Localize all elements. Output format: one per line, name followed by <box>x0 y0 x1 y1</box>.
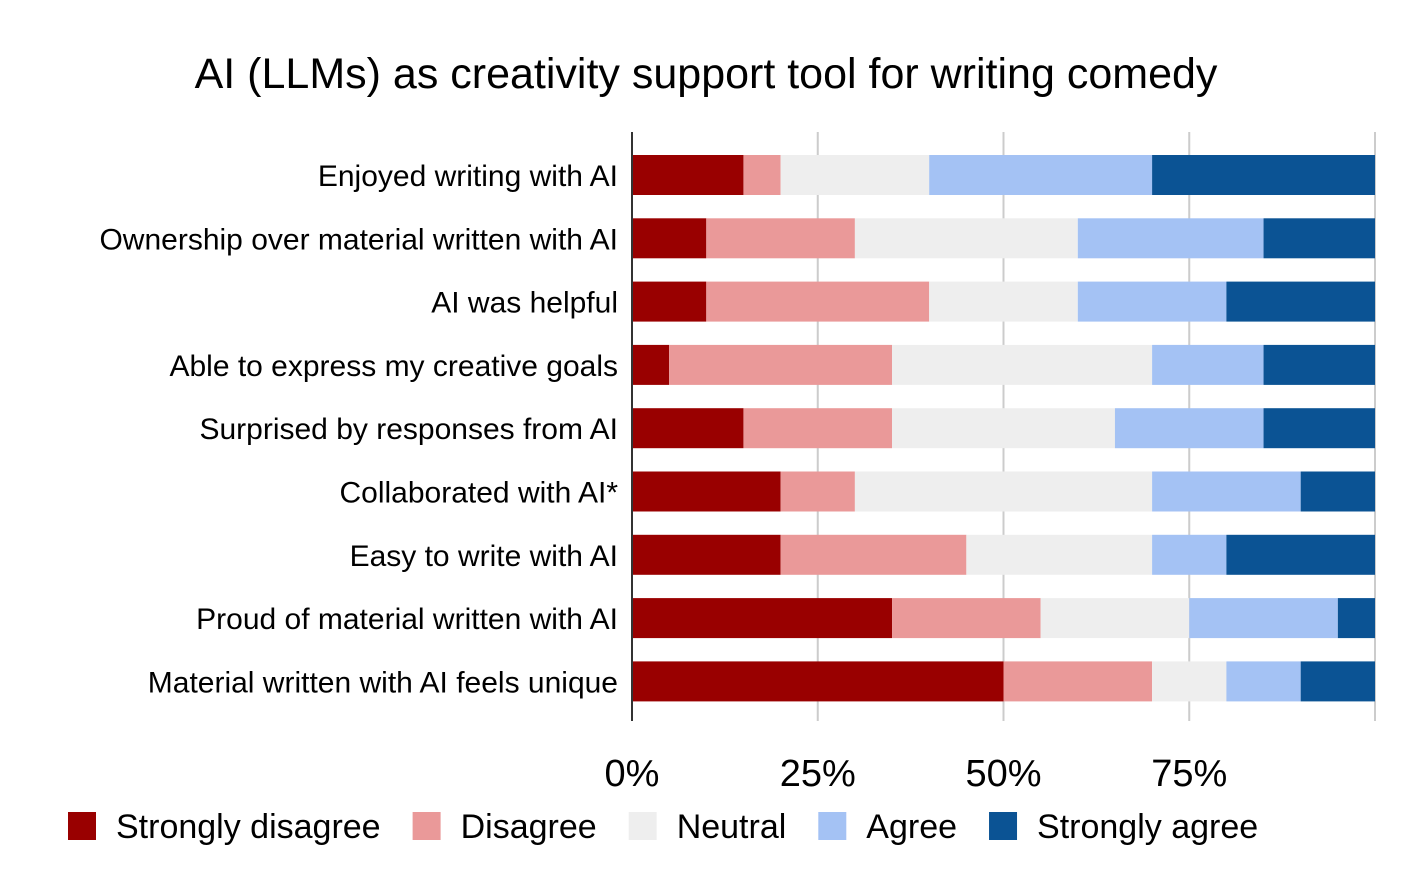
bar-segment <box>1003 661 1153 702</box>
bar-segment <box>1152 344 1264 385</box>
legend-swatch <box>989 812 1018 840</box>
bar-segment <box>632 534 781 575</box>
category-label: Material written with AI feels unique <box>148 666 618 699</box>
bar-segment <box>929 155 1153 195</box>
bar-segment <box>632 408 744 449</box>
bar-segment <box>892 408 1115 449</box>
category-labels: Enjoyed writing with AI Ownership over ma… <box>99 160 618 699</box>
bar-segment <box>1300 471 1375 512</box>
bar-segment <box>780 534 967 575</box>
bars <box>632 155 1375 702</box>
bar-segment <box>1152 661 1227 702</box>
legend-swatch <box>628 812 657 840</box>
category-label: Ownership over material written with AI <box>99 223 618 256</box>
bar-segment <box>929 281 1078 322</box>
bar-segment <box>1077 281 1227 322</box>
bar-segment <box>1152 534 1227 575</box>
bar-segment <box>632 218 707 259</box>
category-label: Enjoyed writing with AI <box>318 160 618 193</box>
legend-label: Strongly disagree <box>116 808 381 846</box>
legend-swatch <box>818 812 847 840</box>
bar-segment <box>632 471 781 512</box>
bar-segment <box>1040 598 1190 639</box>
bar-segment <box>1152 471 1301 512</box>
bar-segment <box>743 408 893 449</box>
x-tick-label: 50% <box>965 753 1041 795</box>
bar-segment <box>892 598 1041 639</box>
x-tick-label: 25% <box>780 753 856 795</box>
bar-segment <box>1263 344 1375 385</box>
bar-segment <box>1189 598 1338 639</box>
bar-segment <box>669 344 893 385</box>
bar-segment <box>1077 218 1264 259</box>
category-label: AI was helpful <box>431 287 618 320</box>
legend-label: Strongly agree <box>1037 808 1258 846</box>
bar-segment <box>1152 155 1375 195</box>
legend-swatch <box>68 812 96 840</box>
bar-segment <box>1337 598 1375 639</box>
bar-segment <box>743 155 781 195</box>
bar-segment <box>706 218 855 259</box>
legend-label: Neutral <box>677 808 787 846</box>
legend-label: Disagree <box>461 808 597 846</box>
bar-segment <box>706 281 930 322</box>
category-label: Collaborated with AI* <box>340 477 619 510</box>
category-label: Able to express my creative goals <box>169 350 618 383</box>
chart-title: AI (LLMs) as creativity support tool for… <box>195 50 1218 98</box>
bar-segment <box>1226 281 1375 322</box>
bar-segment <box>854 471 1153 512</box>
bar-segment <box>1263 408 1375 449</box>
bar-segment <box>966 534 1153 575</box>
bar-segment <box>1300 661 1375 702</box>
legend: Strongly disagree Disagree Neutral Agree Str… <box>68 808 1258 846</box>
bar-segment <box>780 155 930 195</box>
bar-segment <box>632 661 1004 702</box>
bar-segment <box>632 598 893 639</box>
bar-segment <box>1226 534 1375 575</box>
bar-segment <box>854 218 1078 259</box>
category-label: Proud of material written with AI <box>196 603 618 636</box>
legend-label: Agree <box>866 808 957 846</box>
bar-segment <box>892 344 1153 385</box>
bar-segment <box>1114 408 1264 449</box>
bar-segment <box>1263 218 1375 259</box>
bar-segment <box>632 344 670 385</box>
bar-segment <box>632 155 744 195</box>
bar-segment <box>1226 661 1301 702</box>
category-label: Easy to write with AI <box>350 540 618 573</box>
x-tick-label: 0% <box>605 753 660 795</box>
legend-swatch <box>412 812 441 840</box>
category-label: Surprised by responses from AI <box>199 413 618 446</box>
x-tick-labels: 0% 25% 50% 75% <box>605 753 1228 795</box>
bar-segment <box>632 281 707 322</box>
x-tick-label: 75% <box>1151 753 1227 795</box>
bar-segment <box>780 471 855 512</box>
